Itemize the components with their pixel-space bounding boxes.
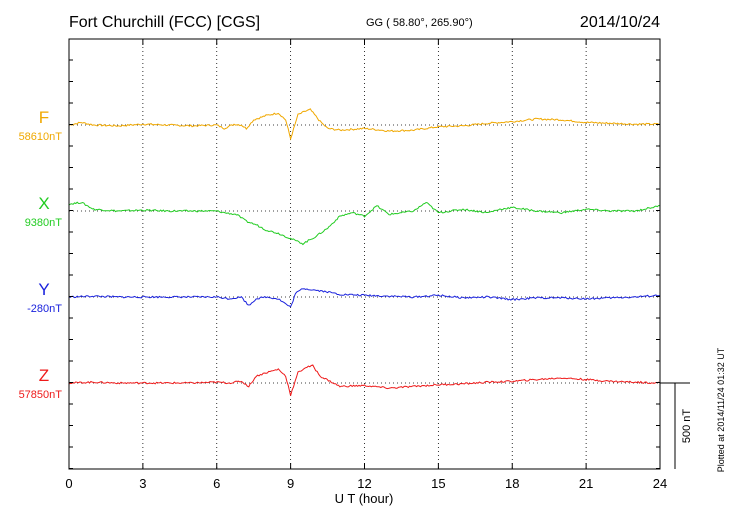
series-name-z: Z bbox=[39, 366, 49, 385]
plot-frame bbox=[68, 38, 661, 470]
x-tick-label: 3 bbox=[139, 476, 146, 491]
date-label: 2014/10/24 bbox=[580, 14, 660, 31]
series-line-z bbox=[68, 364, 661, 396]
coordinates-label: GG ( 58.80°, 265.90°) bbox=[366, 17, 473, 29]
plot-grid bbox=[69, 39, 660, 469]
x-tick-label: 6 bbox=[213, 476, 220, 491]
plotted-timestamp: Plotted at 2014/11/24 01:32 UT bbox=[716, 347, 726, 472]
x-tick-label: 0 bbox=[65, 476, 72, 491]
scale-bar: 500 nT bbox=[660, 382, 693, 469]
x-axis: 0 3 6 9 12 15 18 21 24 bbox=[65, 39, 667, 491]
series-line-x bbox=[68, 201, 661, 246]
series-baseline-label-y: -280nT bbox=[27, 303, 62, 315]
series-line-y bbox=[68, 288, 661, 308]
station-title: Fort Churchill (FCC) [CGS] bbox=[69, 14, 260, 31]
series-line-f bbox=[68, 108, 661, 141]
scale-bar-label: 500 nT bbox=[681, 409, 693, 444]
series-baseline-label-f: 58610nT bbox=[19, 131, 63, 143]
x-tick-label: 15 bbox=[431, 476, 445, 491]
series-baseline-label-z: 57850nT bbox=[19, 389, 63, 401]
series-name-y: Y bbox=[38, 280, 49, 299]
x-tick-label: 9 bbox=[287, 476, 294, 491]
x-tick-label: 21 bbox=[579, 476, 593, 491]
x-tick-label: 18 bbox=[505, 476, 519, 491]
series-baseline-label-x: 9380nT bbox=[25, 217, 63, 229]
x-tick-label: 12 bbox=[357, 476, 371, 491]
x-axis-title: U T (hour) bbox=[335, 491, 394, 506]
series-group bbox=[68, 108, 661, 396]
series-name-x: X bbox=[38, 194, 49, 213]
series-labels: F 58610nT X 9380nT Y -280nT Z 57850nT bbox=[19, 108, 63, 401]
series-name-f: F bbox=[39, 108, 49, 127]
x-tick-label: 24 bbox=[653, 476, 667, 491]
